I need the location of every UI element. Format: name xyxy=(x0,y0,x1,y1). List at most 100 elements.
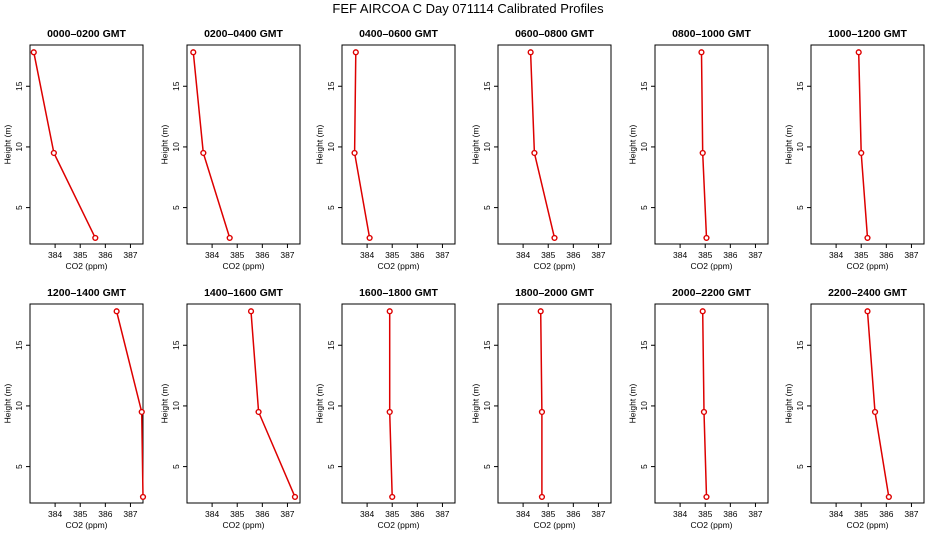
x-axis-label: CO2 (ppm) xyxy=(222,520,264,530)
panel-title: 2200–2400 GMT xyxy=(828,287,907,299)
y-tick-label: 5 xyxy=(171,205,181,210)
y-tick-label: 15 xyxy=(795,340,805,350)
y-tick-label: 15 xyxy=(171,81,181,91)
panel-6: 1000–1200 GMT 384 385 386 387 CO2 (ppm) 5 10 15 H… xyxy=(783,28,925,271)
data-point-3 xyxy=(389,493,396,501)
data-point-3 xyxy=(885,493,892,501)
panel-title: 1200–1400 GMT xyxy=(47,287,126,299)
y-tick-label: 10 xyxy=(14,142,24,152)
data-point-3 xyxy=(551,234,558,242)
panel-title: 0800–1000 GMT xyxy=(672,28,751,40)
data-point-1 xyxy=(527,49,534,56)
profile-line xyxy=(115,311,144,497)
data-point-1 xyxy=(855,49,862,56)
plot-frame xyxy=(497,303,612,504)
y-axis-label: Height (m) xyxy=(783,125,793,165)
panel-7: 1200–1400 GMT 384 385 386 387 CO2 (ppm) 5 10 15 H… xyxy=(2,287,147,530)
panel-title: 0000–0200 GMT xyxy=(47,28,126,40)
y-tick-label: 10 xyxy=(171,142,181,152)
y-tick-label: 5 xyxy=(482,464,492,469)
data-point-3 xyxy=(226,234,233,242)
panel-10: 1800–2000 GMT 384 385 386 387 CO2 (ppm) 5 10 15 H… xyxy=(470,287,612,530)
y-axis-label: Height (m) xyxy=(470,384,480,424)
y-tick-label: 5 xyxy=(482,205,492,210)
x-axis-label: CO2 (ppm) xyxy=(222,261,264,271)
panel-title: 0600–0800 GMT xyxy=(515,28,594,40)
profile-line xyxy=(700,52,708,238)
y-tick-label: 5 xyxy=(326,464,336,469)
x-tick-label: 384 xyxy=(516,509,530,519)
y-axis-label: Height (m) xyxy=(159,384,169,424)
profile-line xyxy=(250,311,296,498)
data-point-2 xyxy=(351,149,358,157)
x-tick-label: 387 xyxy=(748,250,762,260)
x-tick-label: 384 xyxy=(205,250,219,260)
x-tick-label: 387 xyxy=(280,509,294,519)
y-tick-label: 10 xyxy=(482,142,492,152)
panel-title: 1600–1800 GMT xyxy=(359,287,438,299)
x-tick-label: 385 xyxy=(541,250,555,260)
x-tick-label: 385 xyxy=(698,250,712,260)
x-tick-label: 385 xyxy=(385,250,399,260)
data-point-3 xyxy=(139,493,147,501)
y-tick-label: 10 xyxy=(326,142,336,152)
y-tick-label: 5 xyxy=(795,205,805,210)
y-axis-label: Height (m) xyxy=(783,384,793,424)
y-tick-label: 15 xyxy=(795,81,805,91)
x-tick-label: 386 xyxy=(566,509,580,519)
y-axis-label: Height (m) xyxy=(314,125,324,165)
y-axis-label: Height (m) xyxy=(627,125,637,165)
y-tick-label: 15 xyxy=(639,81,649,91)
y-tick-label: 10 xyxy=(639,142,649,152)
plot-frame xyxy=(810,303,925,504)
y-tick-label: 5 xyxy=(14,464,24,469)
x-tick-label: 387 xyxy=(435,250,449,260)
plot-frame xyxy=(29,44,144,245)
x-tick-label: 387 xyxy=(904,250,918,260)
x-tick-label: 387 xyxy=(904,509,918,519)
panel-9: 1600–1800 GMT 384 385 386 387 CO2 (ppm) 5 10 15 H… xyxy=(314,287,456,530)
panel-title: 2000–2200 GMT xyxy=(672,287,751,299)
x-axis-label: CO2 (ppm) xyxy=(65,520,107,530)
y-tick-label: 5 xyxy=(14,205,24,210)
x-axis-label: CO2 (ppm) xyxy=(533,261,575,271)
x-tick-label: 384 xyxy=(673,509,687,519)
x-tick-label: 385 xyxy=(73,509,87,519)
x-tick-label: 384 xyxy=(829,509,843,519)
data-point-3 xyxy=(366,234,373,242)
data-point-2 xyxy=(255,408,262,416)
plot-frame xyxy=(341,44,456,245)
data-point-2 xyxy=(200,149,207,157)
data-point-3 xyxy=(703,493,710,501)
plot-frame xyxy=(186,44,301,245)
panel-8: 1400–1600 GMT 384 385 386 387 CO2 (ppm) 5 10 15 H… xyxy=(159,287,301,530)
y-tick-label: 10 xyxy=(795,142,805,152)
y-tick-label: 15 xyxy=(482,340,492,350)
data-point-1 xyxy=(190,49,197,56)
x-axis-label: CO2 (ppm) xyxy=(533,520,575,530)
panel-title: 0400–0600 GMT xyxy=(359,28,438,40)
x-tick-label: 386 xyxy=(255,250,269,260)
x-tick-label: 385 xyxy=(385,509,399,519)
profile-line xyxy=(33,52,96,239)
profile-line xyxy=(701,311,708,497)
y-tick-label: 10 xyxy=(171,401,181,411)
x-tick-label: 386 xyxy=(723,509,737,519)
x-tick-label: 387 xyxy=(748,509,762,519)
profile-line xyxy=(192,52,231,239)
x-tick-label: 386 xyxy=(98,509,112,519)
y-tick-label: 15 xyxy=(171,340,181,350)
data-point-1 xyxy=(386,308,393,315)
panel-12: 2200–2400 GMT 384 385 386 387 CO2 (ppm) 5 10 15 H… xyxy=(783,287,925,530)
plot-frame xyxy=(186,303,301,504)
x-axis-label: CO2 (ppm) xyxy=(377,520,419,530)
x-tick-label: 385 xyxy=(73,250,87,260)
x-tick-label: 384 xyxy=(360,250,374,260)
y-axis-label: Height (m) xyxy=(2,125,12,165)
data-point-3 xyxy=(291,493,299,501)
x-tick-label: 384 xyxy=(673,250,687,260)
x-axis-label: CO2 (ppm) xyxy=(690,261,732,271)
y-axis-label: Height (m) xyxy=(470,125,480,165)
y-tick-label: 5 xyxy=(326,205,336,210)
data-point-1 xyxy=(699,308,706,315)
